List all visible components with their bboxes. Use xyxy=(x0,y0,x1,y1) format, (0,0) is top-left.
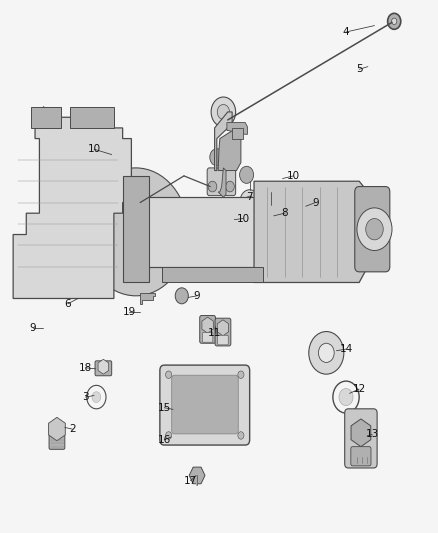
Text: 11: 11 xyxy=(208,328,221,338)
FancyBboxPatch shape xyxy=(95,361,112,376)
Circle shape xyxy=(105,203,153,261)
Circle shape xyxy=(155,228,161,236)
FancyBboxPatch shape xyxy=(215,318,231,346)
Circle shape xyxy=(357,208,392,251)
Polygon shape xyxy=(218,168,226,197)
Text: 9: 9 xyxy=(312,198,319,207)
Circle shape xyxy=(238,371,244,378)
Circle shape xyxy=(309,332,344,374)
Polygon shape xyxy=(162,266,263,282)
Text: 16: 16 xyxy=(158,435,171,445)
Polygon shape xyxy=(31,107,61,128)
Text: 8: 8 xyxy=(281,208,288,218)
Circle shape xyxy=(339,389,353,406)
Polygon shape xyxy=(254,181,368,282)
Polygon shape xyxy=(13,107,131,298)
Circle shape xyxy=(263,205,279,224)
Text: 12: 12 xyxy=(353,384,366,394)
Circle shape xyxy=(140,258,146,265)
Text: 4: 4 xyxy=(343,27,350,37)
Circle shape xyxy=(245,196,254,207)
Circle shape xyxy=(175,288,188,304)
Circle shape xyxy=(240,166,254,183)
Circle shape xyxy=(118,219,140,245)
Text: 9: 9 xyxy=(194,291,201,301)
FancyBboxPatch shape xyxy=(160,365,250,445)
Circle shape xyxy=(318,343,334,362)
Text: 7: 7 xyxy=(246,192,253,202)
Polygon shape xyxy=(123,176,149,282)
Circle shape xyxy=(211,97,236,127)
Polygon shape xyxy=(227,123,247,134)
Polygon shape xyxy=(232,128,243,139)
FancyBboxPatch shape xyxy=(355,187,390,272)
Circle shape xyxy=(226,181,234,192)
FancyBboxPatch shape xyxy=(207,168,236,196)
Polygon shape xyxy=(140,293,155,304)
Text: 10: 10 xyxy=(237,214,250,223)
FancyBboxPatch shape xyxy=(345,409,377,468)
Circle shape xyxy=(388,13,401,29)
FancyBboxPatch shape xyxy=(49,434,65,449)
Text: 19: 19 xyxy=(123,307,136,317)
Circle shape xyxy=(166,432,172,439)
Text: 3: 3 xyxy=(82,392,89,402)
Circle shape xyxy=(112,198,118,206)
Circle shape xyxy=(210,149,224,166)
Polygon shape xyxy=(131,197,263,266)
Circle shape xyxy=(238,432,244,439)
Circle shape xyxy=(240,190,259,213)
Circle shape xyxy=(366,219,383,240)
Circle shape xyxy=(34,276,49,295)
Circle shape xyxy=(112,258,118,265)
Circle shape xyxy=(92,392,101,402)
Circle shape xyxy=(83,168,188,296)
Circle shape xyxy=(140,198,146,206)
Text: 18: 18 xyxy=(79,363,92,373)
Text: 17: 17 xyxy=(184,476,197,486)
Text: 14: 14 xyxy=(339,344,353,354)
Polygon shape xyxy=(218,128,241,171)
Text: 9: 9 xyxy=(29,323,36,333)
Text: 2: 2 xyxy=(69,424,76,434)
FancyBboxPatch shape xyxy=(218,335,228,345)
Text: 6: 6 xyxy=(64,299,71,309)
Polygon shape xyxy=(70,107,114,128)
Text: 10: 10 xyxy=(88,144,101,154)
Text: 10: 10 xyxy=(287,171,300,181)
Text: 13: 13 xyxy=(366,430,379,439)
Circle shape xyxy=(217,104,230,119)
Polygon shape xyxy=(215,112,232,171)
FancyBboxPatch shape xyxy=(200,316,215,343)
Circle shape xyxy=(392,18,397,25)
Text: 5: 5 xyxy=(356,64,363,74)
Circle shape xyxy=(98,228,104,236)
FancyBboxPatch shape xyxy=(172,375,238,434)
Circle shape xyxy=(166,371,172,378)
Text: 15: 15 xyxy=(158,403,171,413)
Circle shape xyxy=(92,187,166,277)
Circle shape xyxy=(298,196,311,212)
Circle shape xyxy=(208,181,217,192)
FancyBboxPatch shape xyxy=(351,447,371,466)
FancyBboxPatch shape xyxy=(202,333,213,342)
